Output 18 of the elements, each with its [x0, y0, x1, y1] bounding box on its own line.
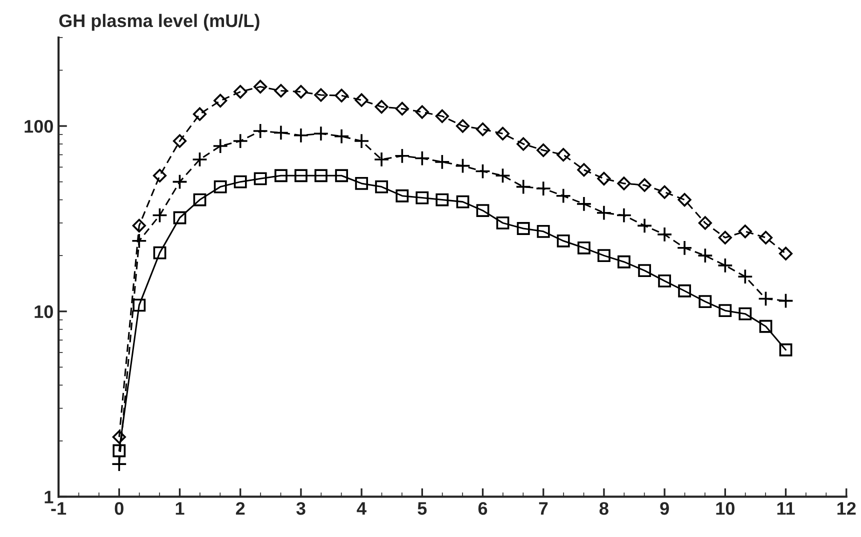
x-tick-label: 3	[296, 502, 306, 515]
x-tick-label: 10	[716, 502, 734, 515]
x-tick-label: 5	[418, 502, 427, 515]
x-tick-label: 1	[176, 502, 184, 515]
y-tick-label: 10	[34, 305, 53, 318]
x-tick-label: 8	[600, 502, 608, 515]
x-tick-label: 7	[539, 502, 548, 515]
x-tick-label: 12	[837, 502, 856, 515]
x-tick-label: 2	[236, 502, 245, 515]
x-tick-label: 4	[356, 502, 366, 515]
x-tick-label: 11	[777, 502, 795, 515]
y-tick-label: 1	[44, 490, 54, 504]
x-tick-label: -1	[51, 502, 66, 515]
x-tick-label: 9	[660, 502, 669, 515]
y-axis-title: GH plasma level (mU/L)	[59, 14, 260, 31]
x-tick-label: 0	[114, 502, 124, 515]
y-tick-label: 100	[24, 120, 53, 133]
x-tick-label: 6	[478, 502, 488, 515]
